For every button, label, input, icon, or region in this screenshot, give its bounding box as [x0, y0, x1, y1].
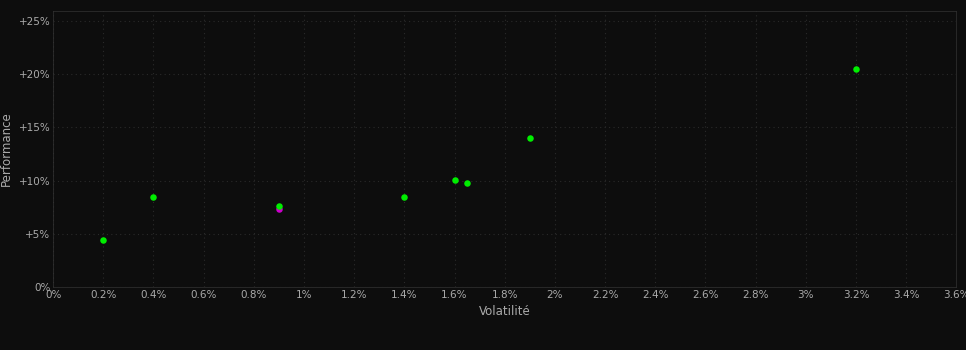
Point [397, 194, 412, 199]
Point [447, 177, 463, 182]
Point [146, 194, 161, 199]
Point [522, 135, 537, 141]
Y-axis label: Performance: Performance [0, 111, 14, 186]
Point [848, 66, 864, 72]
Point [271, 206, 287, 212]
Point [96, 237, 111, 243]
Point [460, 180, 475, 186]
Point [271, 203, 287, 209]
X-axis label: Volatilité: Volatilité [479, 305, 530, 318]
